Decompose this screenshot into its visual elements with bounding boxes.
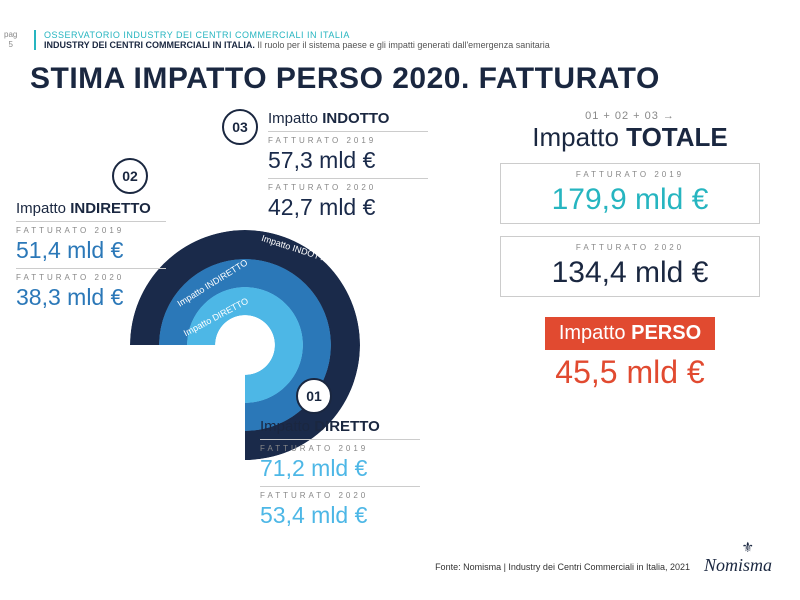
indiretto-2020-value: 38,3 mld € — [16, 284, 166, 311]
section-indiretto: Impatto INDIRETTO FATTURATO 2019 51,4 ml… — [16, 200, 166, 311]
indotto-2020-value: 42,7 mld € — [268, 194, 428, 221]
page-label: pag — [4, 30, 17, 40]
total-2019-box: FATTURATO 2019 179,9 mld € — [500, 163, 760, 224]
total-2020-label: FATTURATO 2020 — [509, 243, 751, 252]
total-2020-box: FATTURATO 2020 134,4 mld € — [500, 236, 760, 297]
divider — [268, 178, 428, 179]
divider — [260, 486, 420, 487]
badge-01: 01 — [296, 378, 332, 414]
indiretto-title-bold: INDIRETTO — [70, 200, 151, 217]
total-title: Impatto TOTALE — [500, 122, 760, 153]
page-num: 5 — [4, 40, 17, 50]
diretto-title: Impatto DIRETTO — [260, 418, 420, 435]
total-formula: 01 + 02 + 03 → — [500, 110, 760, 122]
logo-text: Nomisma — [704, 555, 772, 576]
indiretto-title-prefix: Impatto — [16, 200, 70, 217]
diretto-title-prefix: Impatto — [260, 418, 314, 435]
header-line1: OSSERVATORIO INDUSTRY DEI CENTRI COMMERC… — [44, 30, 780, 40]
total-title-bold: TOTALE — [626, 122, 728, 152]
header-line2-bold: INDUSTRY DEI CENTRI COMMERCIALI IN ITALI… — [44, 40, 255, 50]
logo-icon: ⚜ — [741, 539, 754, 556]
perso-label-bold: PERSO — [631, 322, 701, 344]
total-title-prefix: Impatto — [532, 122, 626, 152]
section-diretto: Impatto DIRETTO FATTURATO 2019 71,2 mld … — [260, 418, 420, 529]
section-indotto: Impatto INDOTTO FATTURATO 2019 57,3 mld … — [268, 110, 428, 221]
divider — [16, 221, 166, 222]
indotto-title: Impatto INDOTTO — [268, 110, 428, 127]
total-2019-label: FATTURATO 2019 — [509, 170, 751, 179]
indiretto-2019-value: 51,4 mld € — [16, 237, 166, 264]
section-total: 01 + 02 + 03 → Impatto TOTALE FATTURATO … — [500, 110, 760, 391]
indotto-2019-label: FATTURATO 2019 — [268, 136, 428, 145]
perso-label: Impatto PERSO — [545, 317, 715, 350]
divider — [268, 131, 428, 132]
badge-03: 03 — [222, 109, 258, 145]
page-number: pag 5 — [4, 30, 17, 49]
source-text: Fonte: Nomisma | Industry dei Centri Com… — [435, 562, 690, 572]
header-line2-rest: Il ruolo per il sistema paese e gli impa… — [255, 40, 550, 50]
header-line2: INDUSTRY DEI CENTRI COMMERCIALI IN ITALI… — [44, 40, 780, 50]
diretto-2019-label: FATTURATO 2019 — [260, 444, 420, 453]
perso-value: 45,5 mld € — [500, 354, 760, 391]
indotto-title-prefix: Impatto — [268, 110, 322, 127]
diretto-2019-value: 71,2 mld € — [260, 455, 420, 482]
indotto-title-bold: INDOTTO — [322, 110, 389, 127]
indiretto-2020-label: FATTURATO 2020 — [16, 273, 166, 282]
perso-label-prefix: Impatto — [559, 322, 631, 344]
divider — [260, 439, 420, 440]
total-2019-value: 179,9 mld € — [509, 183, 751, 217]
indiretto-2019-label: FATTURATO 2019 — [16, 226, 166, 235]
diretto-2020-label: FATTURATO 2020 — [260, 491, 420, 500]
total-perso: Impatto PERSO 45,5 mld € — [500, 317, 760, 391]
diretto-2020-value: 53,4 mld € — [260, 502, 420, 529]
indotto-2020-label: FATTURATO 2020 — [268, 183, 428, 192]
badge-02: 02 — [112, 158, 148, 194]
indiretto-title: Impatto INDIRETTO — [16, 200, 166, 217]
page-title: STIMA IMPATTO PERSO 2020. FATTURATO — [30, 62, 660, 96]
divider — [16, 268, 166, 269]
diretto-title-bold: DIRETTO — [314, 418, 380, 435]
indotto-2019-value: 57,3 mld € — [268, 147, 428, 174]
total-2020-value: 134,4 mld € — [509, 256, 751, 290]
header: OSSERVATORIO INDUSTRY DEI CENTRI COMMERC… — [34, 30, 780, 50]
